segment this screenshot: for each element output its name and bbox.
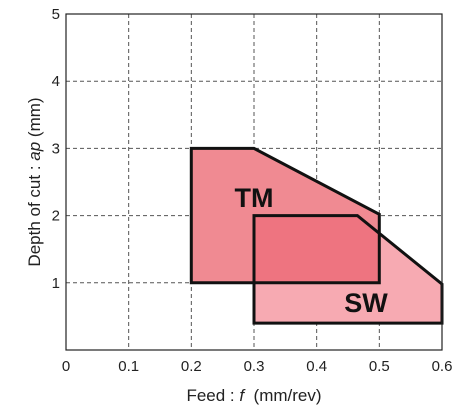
y-tick-labels: 1 2 3 4 5: [52, 6, 60, 292]
outline-tm: [189, 146, 381, 285]
x-tick-label: 0.1: [118, 358, 139, 375]
y-tick-label: 1: [52, 275, 60, 292]
region-overlap: [254, 215, 380, 283]
x-tick-label: 0.4: [306, 358, 327, 375]
x-tick-label: 0.6: [432, 358, 453, 375]
x-tick-labels: 0 0.1 0.2 0.3 0.4 0.5 0.6: [62, 358, 453, 375]
x-tick-label: 0.3: [244, 358, 265, 375]
label-tm: TM: [235, 183, 274, 213]
y-tick-label: 5: [52, 6, 60, 23]
label-sw: SW: [344, 288, 388, 318]
y-tick-label: 3: [52, 140, 60, 157]
y-tick-label: 2: [52, 208, 60, 225]
outline-sw: [252, 214, 444, 325]
x-tick-label: 0.5: [369, 358, 390, 375]
plot-frame: [65, 13, 443, 351]
x-tick-label: 0: [62, 358, 70, 375]
x-tick-label: 0.2: [181, 358, 202, 375]
y-tick-label: 4: [52, 73, 60, 90]
y-axis-label: Depth of cut : ap (mm): [25, 97, 44, 266]
x-axis-label: Feed : f (mm/rev): [186, 386, 321, 405]
